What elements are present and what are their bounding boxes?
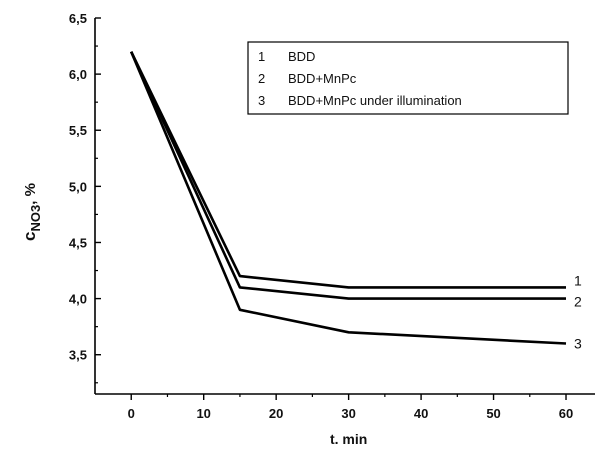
ticks: 3,5 4,0 4,5 5,0 5,5 6,0 6,5 0 10 20 30 40 50 60	[69, 11, 573, 421]
y-axis-title: cNO3, %	[20, 183, 43, 241]
axes	[94, 18, 595, 395]
y-axis-title-unit: , %	[22, 183, 39, 205]
y-axis-title-subscript: NO3	[28, 205, 43, 232]
y-tick-label: 5,0	[69, 179, 87, 194]
legend-box	[247, 41, 569, 115]
axis-titles: t. min cNO3, %	[20, 183, 367, 447]
y-tick-label: 6,0	[69, 67, 87, 82]
series-line-3	[130, 51, 567, 345]
legend-number: 1	[258, 49, 265, 64]
x-tick-label: 50	[486, 406, 500, 421]
x-axis-title: t. min	[330, 431, 367, 447]
legend-label: BDD+MnPc under illumination	[288, 93, 462, 108]
series-end-labels: 1 2 3	[574, 272, 582, 351]
legend-label: BDD+MnPc	[288, 71, 357, 86]
y-tick-label: 6,5	[69, 11, 87, 26]
series-end-label-2: 2	[574, 294, 582, 310]
legend-number: 2	[258, 71, 265, 86]
y-tick-label: 3,5	[69, 348, 87, 363]
y-tick-label: 4,5	[69, 235, 87, 250]
series-line-1	[130, 51, 566, 289]
legend-number: 3	[258, 93, 265, 108]
series-lines	[130, 51, 567, 345]
y-tick-label: 4,0	[69, 292, 87, 307]
x-tick-label: 20	[269, 406, 283, 421]
legend: 1 BDD 2 BDD+MnPc 3 BDD+MnPc under illuminatio…	[247, 41, 569, 115]
x-tick-label: 40	[414, 406, 428, 421]
series-end-label-1: 1	[574, 272, 582, 288]
x-tick-label: 60	[559, 406, 573, 421]
series-end-label-3: 3	[574, 335, 582, 351]
x-tick-label: 0	[128, 406, 135, 421]
series-line-2	[130, 51, 566, 300]
y-tick-label: 5,5	[69, 123, 87, 138]
y-axis-title-main: c	[20, 231, 39, 240]
x-tick-label: 10	[196, 406, 210, 421]
legend-label: BDD	[288, 49, 315, 64]
x-tick-label: 30	[341, 406, 355, 421]
